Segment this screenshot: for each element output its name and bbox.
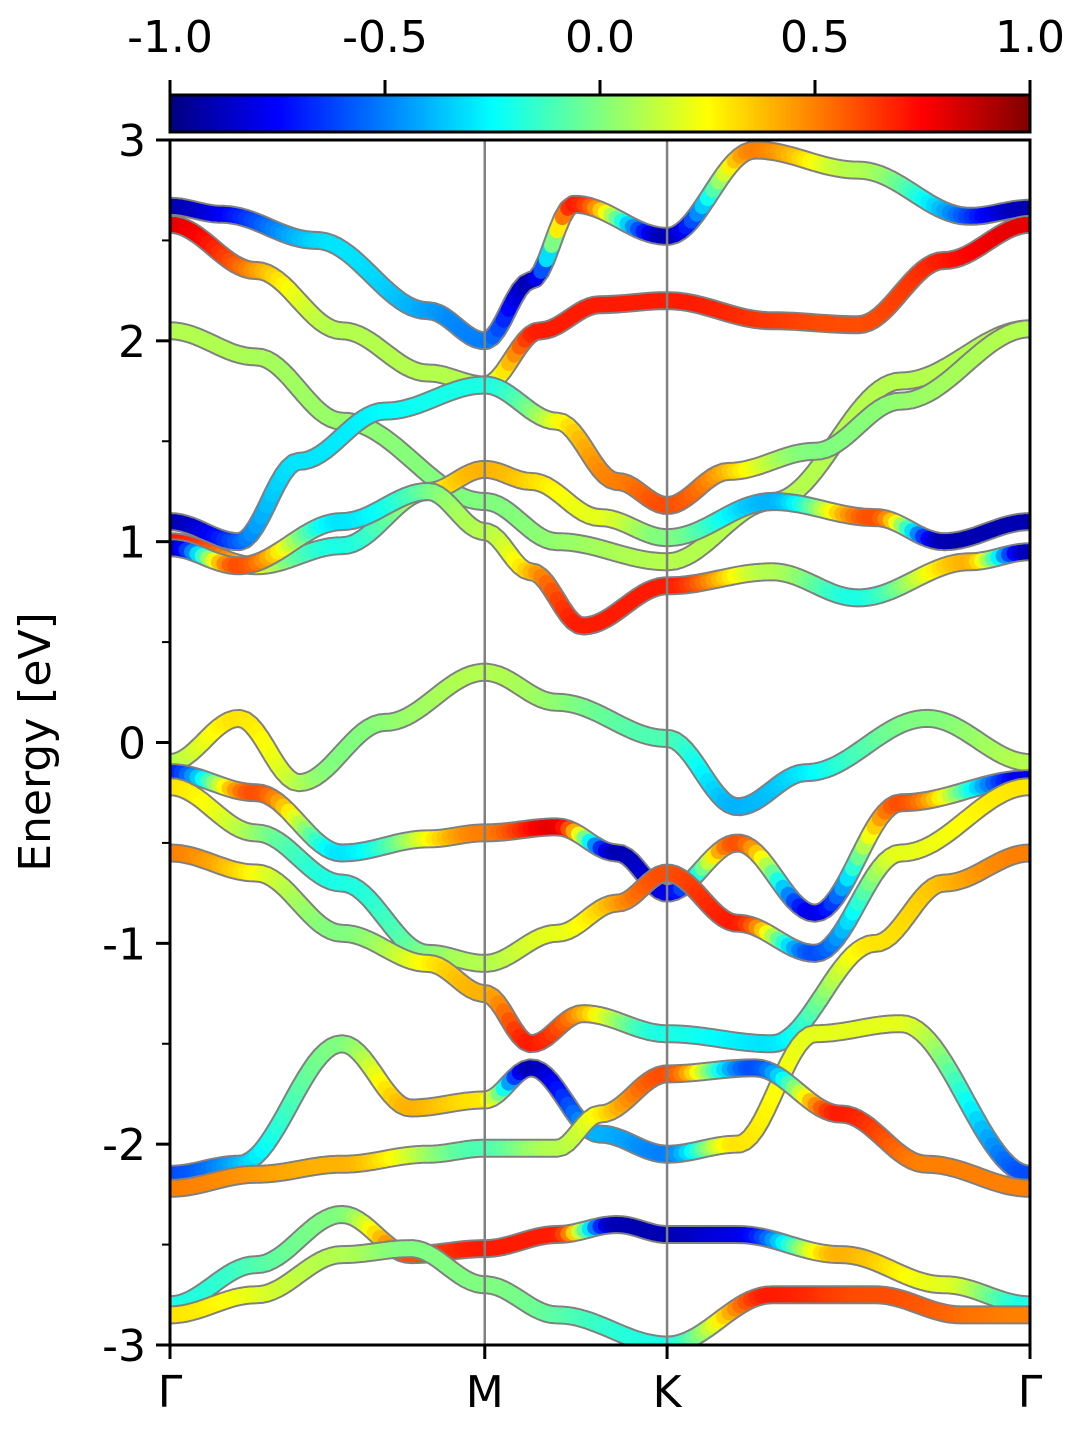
y-axis-ticks: -3 -2 -1 0 1 2 3 — [102, 116, 170, 1372]
colorbar-gradient — [168, 93, 1032, 134]
y-tick-label: -2 — [102, 1120, 146, 1171]
y-tick-label: 0 — [118, 719, 146, 770]
y-tick-label: -3 — [102, 1321, 146, 1372]
colorbar-tick-label: 1.0 — [995, 12, 1065, 63]
colorbar: -1.0 -0.5 0.0 0.5 1.0 — [127, 12, 1065, 134]
y-tick-label: 1 — [118, 518, 146, 569]
colorbar-ticks: -1.0 -0.5 0.0 0.5 1.0 — [127, 12, 1065, 95]
x-tick-label: Γ — [158, 1367, 183, 1418]
y-tick-label: -1 — [102, 919, 146, 970]
y-tick-label: 3 — [118, 116, 146, 167]
x-tick-label: M — [466, 1367, 504, 1418]
colorbar-tick-label: 0.5 — [780, 12, 850, 63]
colorbar-tick-label: 0.0 — [565, 12, 635, 63]
x-tick-label: K — [653, 1367, 683, 1418]
band-lines — [170, 140, 1030, 1345]
y-axis-title: Energy [eV] — [10, 612, 61, 872]
y-tick-label: 2 — [118, 317, 146, 368]
colorbar-tick-label: -1.0 — [127, 12, 213, 63]
colorbar-tick-label: -0.5 — [342, 12, 428, 63]
x-tick-label: Γ — [1018, 1367, 1043, 1418]
high-symmetry-lines — [483, 140, 669, 1345]
